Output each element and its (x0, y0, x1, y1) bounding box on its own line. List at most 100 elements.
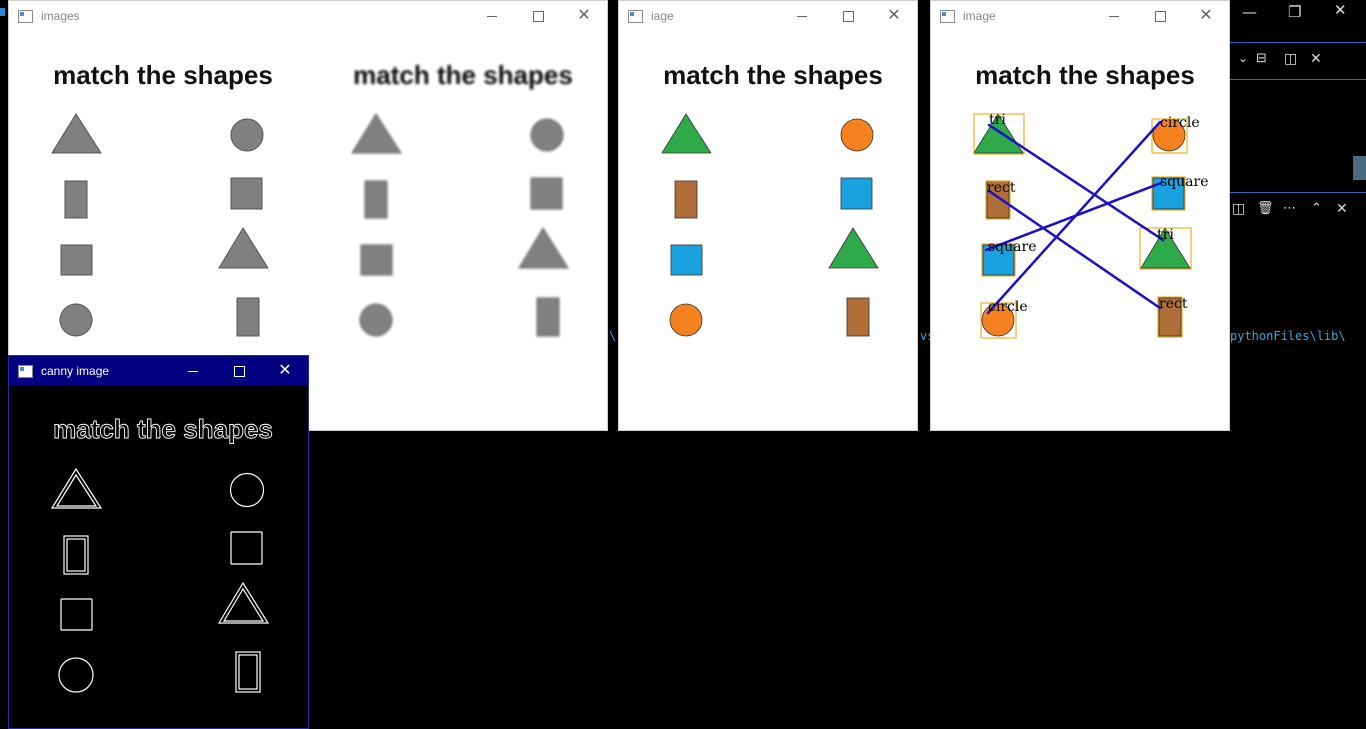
square-edge (60, 598, 93, 631)
chevron-up-icon[interactable]: ⌃ (1311, 201, 1322, 216)
triangle-shape (218, 227, 269, 269)
split-editor-icon[interactable]: ◫ (1284, 51, 1298, 67)
circle-shape (840, 118, 874, 152)
bbox (1139, 227, 1192, 270)
close-button[interactable]: ✕ (1183, 1, 1229, 31)
triangle-edge (217, 581, 270, 624)
more-icon[interactable]: ⋯ (1283, 201, 1296, 216)
close-icon: ✕ (887, 7, 901, 24)
minimize-button[interactable] (1091, 1, 1137, 31)
maximize-button[interactable] (825, 1, 871, 31)
window-title: canny image (41, 364, 110, 378)
trash-icon[interactable]: 🗑 (1257, 201, 1274, 216)
rect-edge (238, 654, 258, 690)
close-icon: ✕ (278, 362, 292, 379)
triangle-shape (351, 113, 402, 154)
heading-text: match the shapes (663, 60, 883, 90)
triangle-shape (51, 113, 102, 154)
rect-edge (235, 651, 261, 693)
ide-background: — ❐ ✕ ⌄ ⊟ ◫ ✕ ◫ 🗑 ⋯ ⌃ ✕ pythonFiles\lib\ (1230, 0, 1366, 729)
label-circle: circle (988, 299, 1028, 315)
close-icon[interactable]: ✕ (1334, 1, 1347, 19)
edge-shapes (50, 467, 270, 693)
triangle-shape (661, 113, 712, 154)
close-panel-icon[interactable]: ✕ (1336, 201, 1348, 217)
rect-shape (64, 180, 88, 219)
bbox (973, 113, 1025, 155)
triangle-edge (222, 587, 265, 622)
minimize-icon (1109, 15, 1119, 17)
title-bar[interactable]: images ✕ (9, 1, 607, 31)
circle-edge (58, 657, 94, 693)
maximize-icon (532, 10, 544, 22)
minimize-button[interactable] (779, 1, 825, 31)
window-title: iage (651, 9, 674, 23)
window-image[interactable]: image ✕ match the shapes (930, 0, 1230, 431)
bbox (1151, 176, 1186, 211)
close-button[interactable]: ✕ (262, 356, 308, 386)
layout-icon[interactable]: ⊟ (1256, 51, 1267, 66)
match-line (987, 123, 1165, 242)
split-terminal-icon[interactable]: ◫ (1232, 201, 1246, 217)
triangle-shape (973, 113, 1024, 154)
maximize-button[interactable] (515, 1, 561, 31)
heading-text: match the shapes (53, 414, 273, 444)
maximize-button[interactable] (216, 356, 262, 386)
square-shape (60, 244, 93, 276)
title-bar[interactable]: image ✕ (931, 1, 1229, 31)
label-square: square (988, 239, 1037, 255)
square-edge (230, 531, 263, 565)
app-window-icon (18, 364, 33, 378)
label-rect: rect (1159, 296, 1188, 312)
minimize-button[interactable] (170, 356, 216, 386)
bbox (1151, 118, 1188, 154)
app-window-icon (940, 9, 955, 23)
window-title: image (963, 9, 996, 23)
label-tri: tri (1157, 227, 1174, 243)
rect-shape (364, 180, 388, 219)
image-canvas: match the shapes (931, 31, 1229, 430)
circle-shape (669, 303, 703, 337)
match-line (986, 120, 1162, 315)
window-iage[interactable]: iage ✕ match the shapes (618, 0, 918, 431)
title-bar[interactable]: canny image ✕ (9, 356, 308, 386)
maximize-button[interactable] (1137, 1, 1183, 31)
bounding-boxes (973, 113, 1192, 339)
window-canny-image[interactable]: canny image ✕ match the shapes (8, 355, 309, 729)
close-button[interactable]: ✕ (561, 1, 607, 31)
image-canvas: match the shapes match the shapes (9, 31, 607, 430)
chevron-down-icon[interactable]: ⌄ (1238, 51, 1249, 65)
close-button[interactable]: ✕ (871, 1, 917, 31)
restore-icon[interactable]: ❐ (1288, 3, 1302, 21)
triangle-edge (55, 473, 98, 507)
terminal-fragment: \ (609, 329, 617, 343)
rect-shape (846, 297, 870, 337)
circle-edge (229, 472, 265, 508)
triangle-shape (1140, 227, 1191, 269)
minimize-icon (487, 15, 497, 17)
match-lines (984, 120, 1165, 315)
vscode-logo-icon (0, 8, 5, 16)
minimap-slider[interactable] (1353, 156, 1366, 180)
square-shape (530, 177, 563, 210)
maximize-icon (233, 365, 245, 377)
image-canvas: match the shapes (619, 31, 917, 430)
circle-shape (530, 118, 564, 152)
close-icon: ✕ (1199, 7, 1213, 24)
square-shape (360, 244, 393, 276)
triangle-shape (828, 227, 879, 269)
match-line (987, 189, 1162, 310)
minimize-button[interactable] (469, 1, 515, 31)
minimize-icon[interactable]: — (1242, 3, 1257, 21)
rect-edge (66, 538, 86, 572)
label-square: square (1160, 174, 1209, 190)
bbox (985, 180, 1011, 220)
rect-shape (536, 297, 560, 337)
app-window-icon (628, 9, 643, 23)
rect-shape (674, 180, 698, 219)
close-editor-icon[interactable]: ✕ (1310, 51, 1322, 67)
close-icon: ✕ (577, 7, 591, 24)
triangle-shape (518, 227, 569, 269)
minimize-icon (797, 15, 807, 17)
title-bar[interactable]: iage ✕ (619, 1, 917, 31)
